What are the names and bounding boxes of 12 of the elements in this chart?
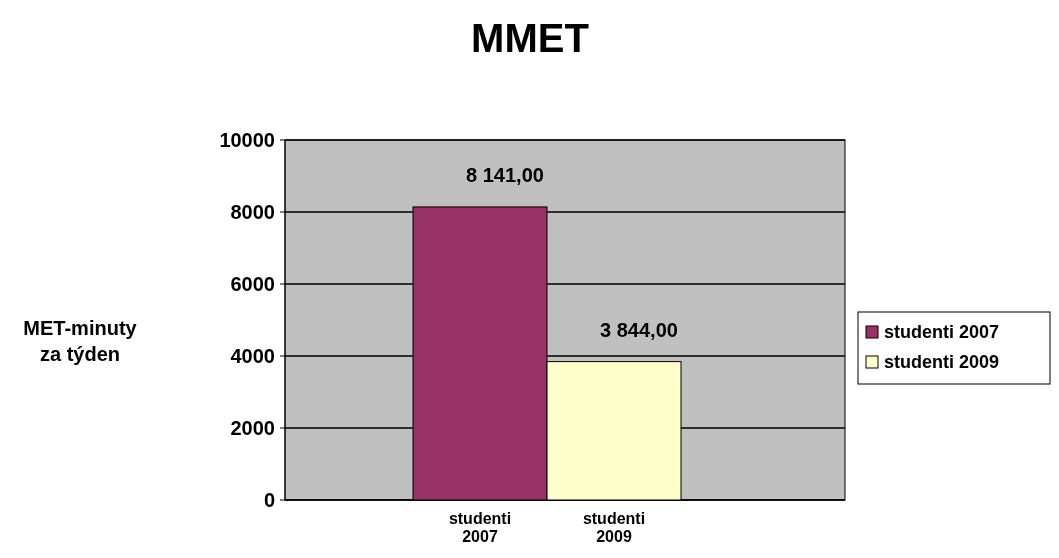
data-label: 3 844,00 bbox=[600, 318, 678, 341]
y-tick-label: 10000 bbox=[219, 129, 275, 151]
y-tick-label: 2000 bbox=[230, 417, 275, 439]
legend-label: studenti 2009 bbox=[884, 352, 1000, 373]
y-tick-label: 8000 bbox=[230, 201, 275, 223]
y-tick-label: 0 bbox=[263, 489, 275, 511]
chart-title: MMET bbox=[471, 16, 589, 60]
y-axis-title: MET-minuty za týden bbox=[23, 317, 138, 365]
y-tick-label: 6000 bbox=[230, 273, 275, 295]
y-tick-label: 4000 bbox=[230, 345, 275, 367]
data-label: 8 141,00 bbox=[466, 163, 544, 186]
legend-label: studenti 2007 bbox=[884, 322, 1000, 343]
